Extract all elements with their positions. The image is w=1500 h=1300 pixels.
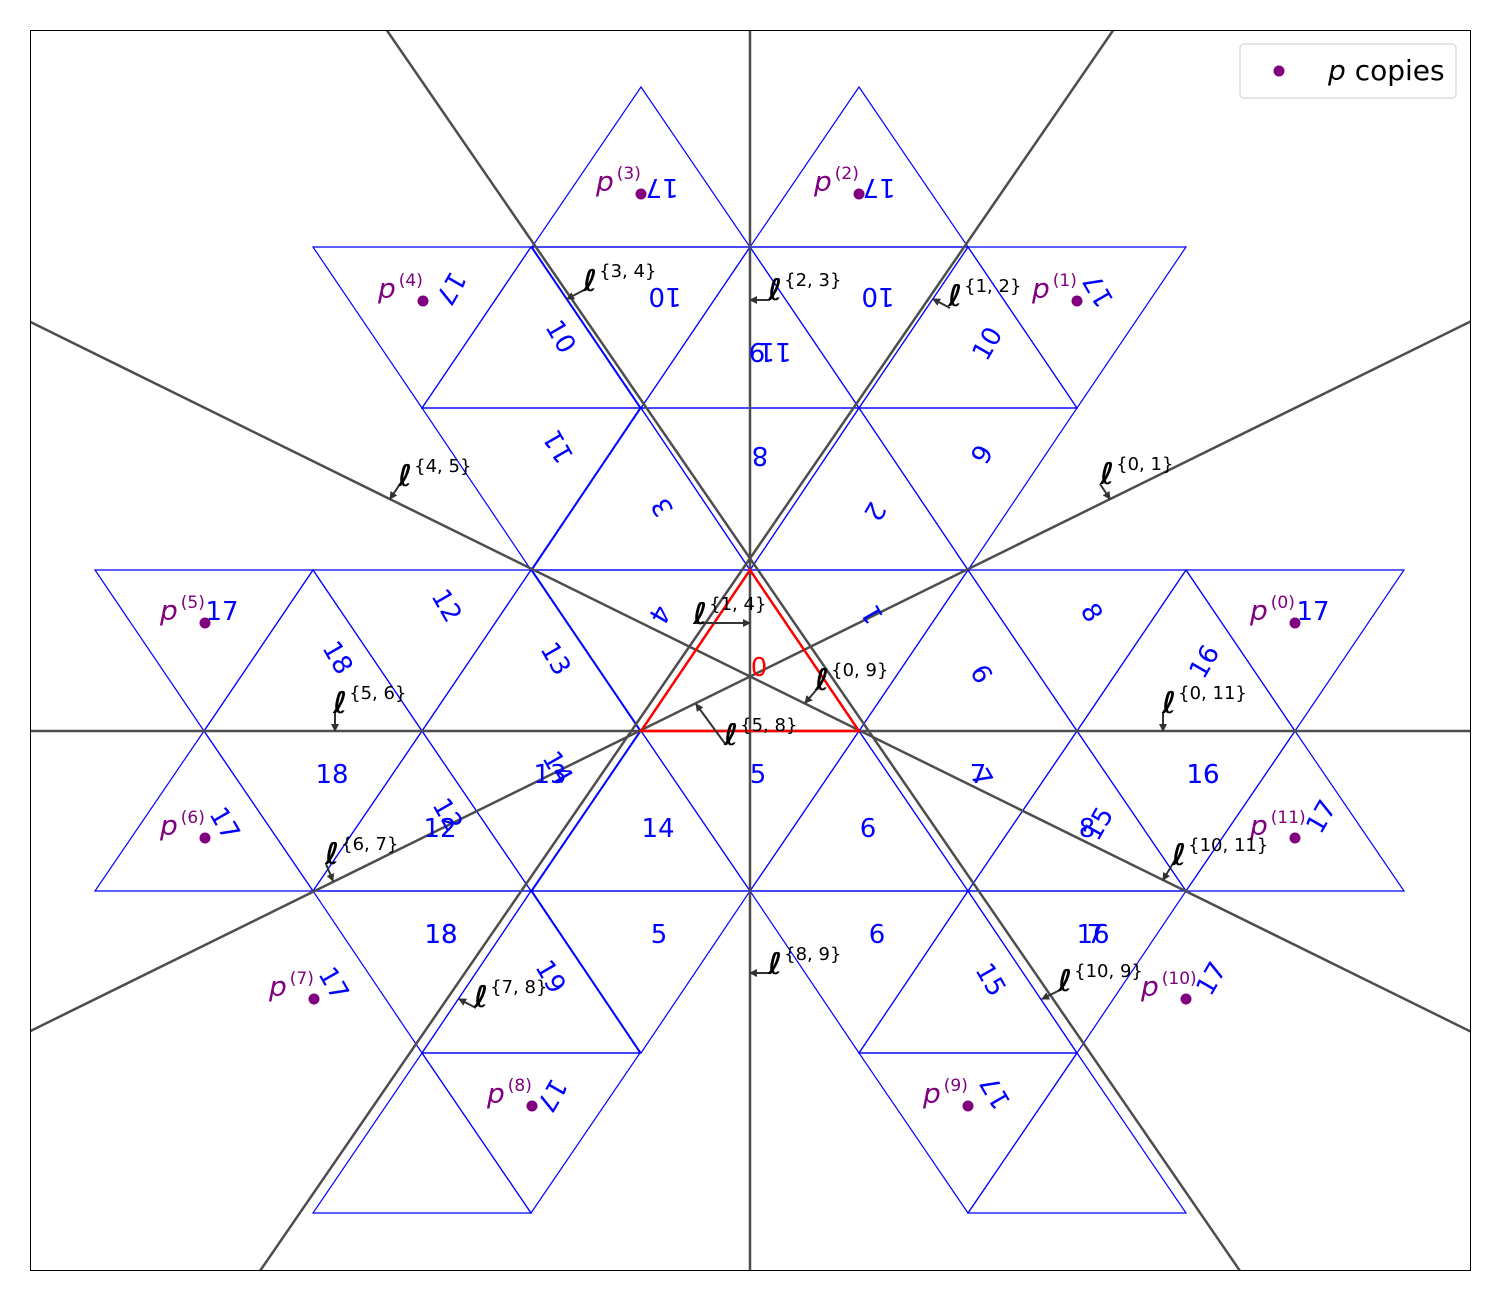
mirror-line <box>385 30 1242 1271</box>
mirror-line-labels: ℓ {0, 1} ℓ {1, 2} ℓ {2, 3} ℓ {3, 4} ℓ {4, 5} ℓ {5, … <box>324 261 1268 1015</box>
face-label: 18 <box>424 920 457 950</box>
p-label: p (0) <box>1249 593 1295 627</box>
mirror-line-label: ℓ {2, 3} <box>767 270 841 308</box>
mirror-line-label: ℓ {1, 2} <box>947 276 1021 314</box>
normal-vector <box>389 483 401 500</box>
p-point <box>199 617 211 629</box>
net-triangle <box>966 890 1188 1055</box>
p-label: p (1) <box>1031 271 1077 305</box>
p-point <box>1071 295 1083 307</box>
p-point <box>417 295 429 307</box>
p-point <box>635 188 647 200</box>
mirror-line-label: ℓ {10, 11} <box>1171 835 1268 873</box>
face-label: 7 <box>970 760 987 790</box>
p-label: p (7) <box>268 969 314 1003</box>
face-label: 0 <box>751 653 768 683</box>
normal-vector <box>695 703 727 746</box>
net-triangle <box>311 569 533 733</box>
p-label: p (8) <box>486 1076 532 1110</box>
face-label: 16 <box>1186 760 1219 790</box>
normal-vector <box>804 687 819 704</box>
base-triangle <box>638 567 862 733</box>
mirror-line-label: ℓ {10, 9} <box>1057 961 1143 999</box>
normal-vector <box>458 998 477 1009</box>
face-label: 17 <box>645 172 678 202</box>
legend: p copies <box>1239 43 1457 99</box>
p-point <box>1289 832 1301 844</box>
p-point <box>199 832 211 844</box>
face-label: 11 <box>758 336 791 366</box>
net-triangle <box>748 246 970 410</box>
mirror-line-label: ℓ {6, 7} <box>324 834 398 872</box>
legend-marker <box>1273 65 1285 77</box>
p-label: p (4) <box>377 271 423 305</box>
mirror-line-label: ℓ {0, 9} <box>814 660 888 698</box>
legend-box <box>1239 43 1457 99</box>
net-triangle <box>748 890 970 1055</box>
p-point <box>853 188 865 200</box>
face-label: 12 <box>423 814 456 844</box>
normal-vector <box>1041 989 1061 1000</box>
net-triangle <box>966 569 1188 733</box>
face-label: 5 <box>750 760 767 790</box>
net-triangle <box>530 246 752 410</box>
face-label: 17 <box>205 597 238 627</box>
legend-label: p copies <box>1327 54 1445 87</box>
mirror-line-label: ℓ {7, 8} <box>473 977 547 1015</box>
triangle-net <box>93 85 1406 1215</box>
normal-vector <box>325 863 335 882</box>
mirror-line-label: ℓ {3, 4} <box>582 261 656 299</box>
normal-vector <box>932 298 951 309</box>
p-label: p (5) <box>159 593 205 627</box>
net-triangle <box>857 407 1079 572</box>
net-triangle <box>530 890 752 1055</box>
mirror-line-label: ℓ {0, 11} <box>1161 683 1247 721</box>
p-point <box>1289 617 1301 629</box>
face-label: 13 <box>533 760 566 790</box>
mirror-line-label: ℓ {1, 4} <box>692 594 766 632</box>
p-copies: p (0) p (1) p (2) p (3) p (4) p (5) p (6) p (7) p (8) p (9)… <box>159 164 1306 1112</box>
face-label: 17 <box>1296 597 1329 627</box>
mirror-line-label: ℓ {5, 8} <box>723 715 797 753</box>
normal-vectors <box>325 289 1176 1009</box>
net-triangle <box>420 407 642 572</box>
face-label: 9 <box>749 336 766 366</box>
mirror-line-label: ℓ {5, 6} <box>332 683 406 721</box>
face-label: 18 <box>315 760 348 790</box>
face-label: 6 <box>869 920 886 950</box>
face-label: 5 <box>651 920 668 950</box>
p-label: p (3) <box>595 164 641 198</box>
p-point <box>526 1100 538 1112</box>
face-label: 6 <box>860 814 877 844</box>
p-point <box>962 1100 974 1112</box>
normal-vector <box>1162 859 1176 881</box>
face-label: 17 <box>862 172 895 202</box>
mirror-line-label: ℓ {0, 1} <box>1099 454 1173 492</box>
p-label: p (10) <box>1140 969 1197 1003</box>
normal-vector <box>1099 483 1111 500</box>
p-point <box>1180 993 1192 1005</box>
p-label: p (9) <box>922 1076 968 1110</box>
net-triangle <box>311 890 533 1055</box>
face-label: 14 <box>641 814 674 844</box>
p-label: p (2) <box>813 164 859 198</box>
face-label: 10 <box>648 281 681 311</box>
plot-frame <box>30 30 1471 1271</box>
normal-vector <box>566 289 585 300</box>
mirror-line <box>30 320 1471 1034</box>
face-label: 8 <box>752 440 769 470</box>
face-label: 7 <box>1087 920 1104 950</box>
face-label: 8 <box>1079 814 1096 844</box>
mirror-line <box>258 30 1115 1271</box>
p-label: p (6) <box>159 808 205 842</box>
face-label: 18 <box>424 920 457 950</box>
face-label: 16 <box>1076 920 1109 950</box>
face-label: 10 <box>861 281 894 311</box>
mirror-line-label: ℓ {8, 9} <box>767 944 841 982</box>
face-label: 16 <box>1186 760 1219 790</box>
p-point <box>308 993 320 1005</box>
mirror-line-label: ℓ {4, 5} <box>397 456 471 494</box>
p-label: p (11) <box>1249 808 1306 842</box>
